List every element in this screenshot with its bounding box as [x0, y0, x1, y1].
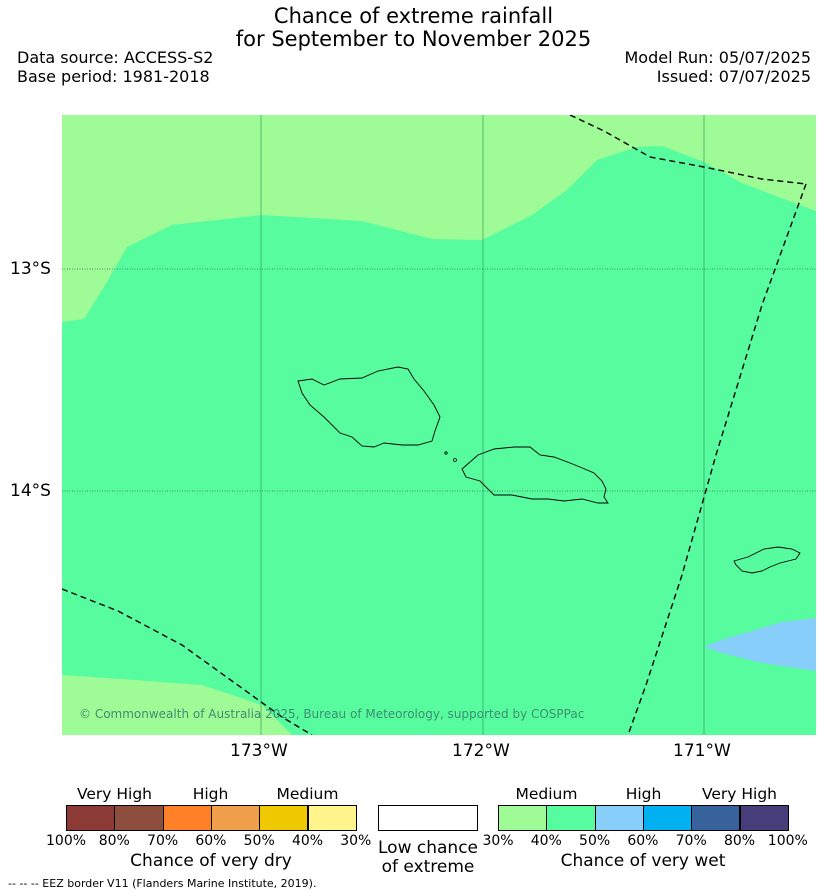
wet-tick-2: 50% [579, 833, 611, 849]
latitude-gridlines [62, 268, 816, 492]
dry-swatch-3 [210, 805, 261, 831]
wet-tick-4: 70% [675, 833, 707, 849]
wet-high-label: High [625, 785, 662, 803]
low-chance-title-line1: Low chance [378, 838, 478, 858]
savaii-island-outline [297, 366, 441, 448]
dry-very-high-label: Very High [76, 785, 153, 803]
dry-swatch-2 [162, 805, 212, 831]
copyright-notice: © Commonwealth of Australia 2025, Bureau… [79, 707, 584, 721]
wet-very-high-label: Very High [701, 785, 778, 803]
lon-tick-171w: 171°W [673, 741, 731, 761]
issued-label: Issued: 07/07/2025 [656, 67, 811, 86]
wet-colorbar-title: Chance of very wet [560, 851, 726, 871]
low-chance-swatch [378, 805, 478, 831]
wet-swatch-0 [498, 805, 548, 831]
region-medium-40-50 [62, 146, 816, 735]
dry-swatch-1 [114, 805, 164, 831]
tutuila-island-outline [733, 546, 801, 574]
lon-tick-173w: 173°W [230, 741, 288, 761]
dry-high-label: High [192, 785, 229, 803]
dry-swatch-5 [307, 805, 357, 831]
dry-tick-2: 70% [147, 833, 179, 849]
dry-tick-4: 50% [243, 833, 275, 849]
wet-medium-label: Medium [515, 785, 578, 803]
model-run-label: Model Run: 05/07/2025 [624, 48, 812, 67]
wet-swatch-4 [691, 805, 741, 831]
wet-tick-1: 40% [530, 833, 562, 849]
low-chance-title-line2: of extreme [381, 857, 475, 877]
eez-border-lines [62, 115, 807, 735]
map-panel: © Commonwealth of Australia 2025, Bureau… [62, 115, 816, 735]
dry-tick-0: 100% [46, 833, 87, 849]
dry-tick-3: 60% [195, 833, 227, 849]
eez-footnote: -- -- -- EEZ border V11 (Flanders Marine… [8, 877, 317, 890]
map-title-line2: for September to November 2025 [235, 27, 592, 51]
dry-swatch-0 [66, 805, 116, 831]
map-canvas: © Commonwealth of Australia 2025, Bureau… [62, 115, 816, 735]
lat-tick-14s: 14°S [10, 481, 51, 501]
apolima-islet [453, 458, 457, 462]
dry-tick-1: 80% [98, 833, 130, 849]
lat-tick-13s: 13°S [10, 259, 51, 279]
wet-tick-3: 60% [627, 833, 659, 849]
dry-medium-label: Medium [276, 785, 339, 803]
dry-tick-5: 40% [291, 833, 324, 849]
wet-tick-0: 30% [482, 833, 514, 849]
manono-islet [444, 451, 448, 455]
wet-swatch-1 [546, 805, 596, 831]
base-period-label: Base period: 1981-2018 [17, 67, 210, 86]
wet-swatch-3 [642, 805, 693, 831]
dry-tick-6: 30% [340, 833, 372, 849]
region-high-50-60 [704, 618, 816, 671]
map-title-line1: Chance of extreme rainfall [273, 4, 554, 28]
data-source-label: Data source: ACCESS-S2 [17, 48, 214, 67]
upolu-island-outline [461, 446, 609, 504]
wet-swatch-5 [739, 805, 789, 831]
dry-swatch-4 [259, 805, 309, 831]
wet-tick-6: 100% [767, 833, 808, 849]
wet-swatch-2 [594, 805, 644, 831]
lon-tick-172w: 172°W [452, 741, 510, 761]
wet-tick-5: 80% [723, 833, 756, 849]
dry-colorbar-title: Chance of very dry [130, 851, 292, 871]
longitude-gridlines [260, 115, 705, 735]
